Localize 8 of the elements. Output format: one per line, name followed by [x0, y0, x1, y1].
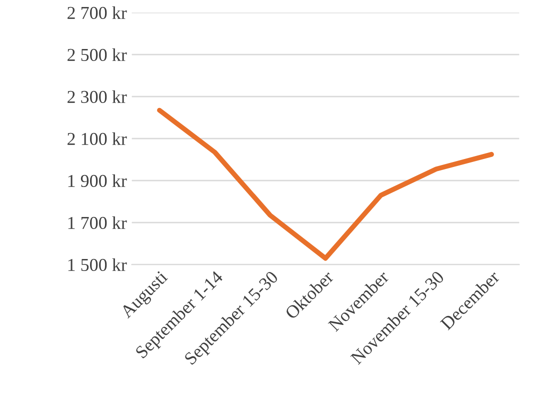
y-tick-label: 2 300 kr	[68, 90, 127, 104]
y-tick-label: 2 100 kr	[68, 132, 127, 146]
y-tick-label: 2 700 kr	[68, 6, 127, 20]
line-series	[157, 108, 494, 261]
y-tick-label: 2 500 kr	[68, 48, 127, 62]
y-tick-label: 1 700 kr	[68, 216, 127, 230]
y-tick-label: 1 900 kr	[68, 174, 127, 188]
y-tick-label: 1 500 kr	[68, 258, 127, 272]
